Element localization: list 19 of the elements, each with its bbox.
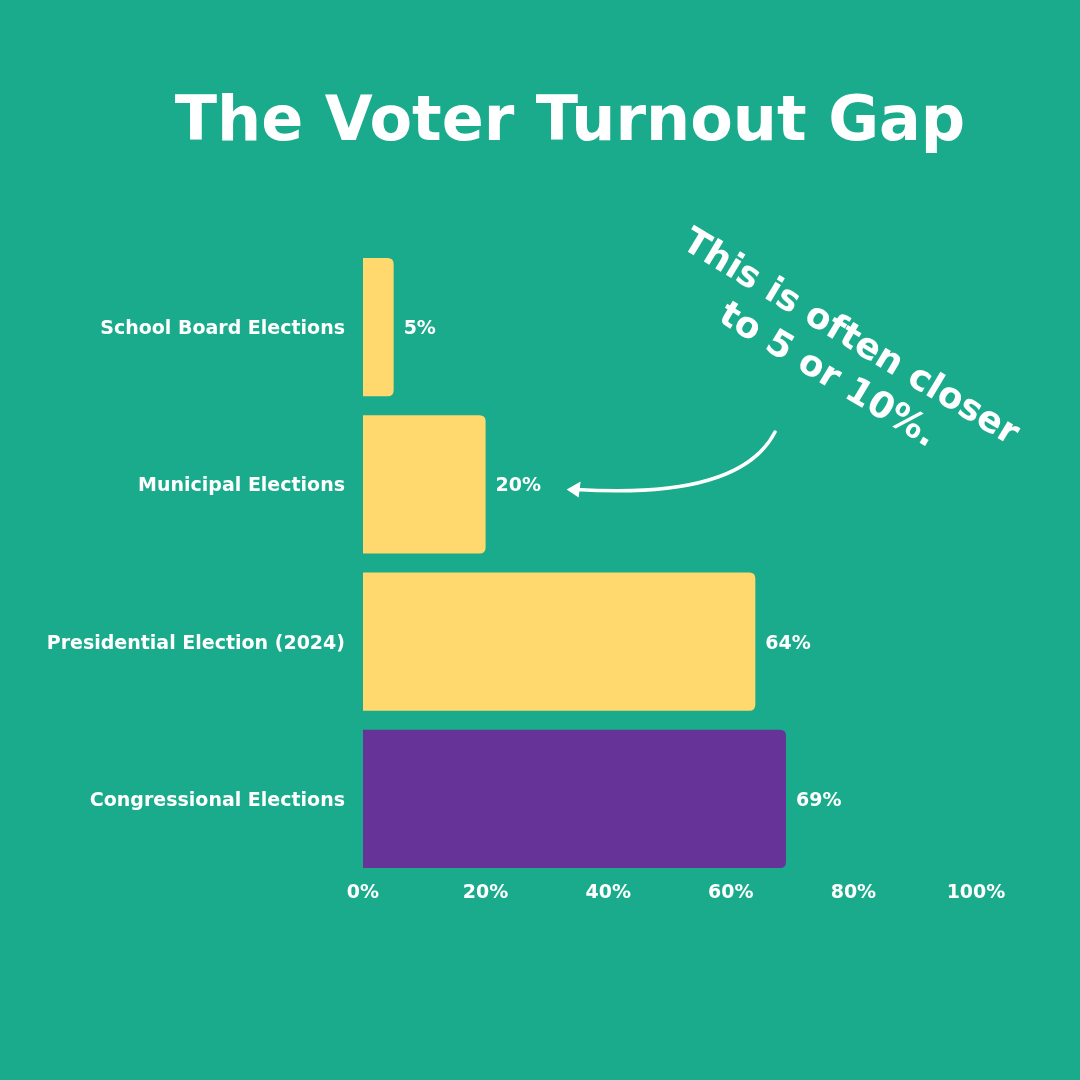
bar xyxy=(363,729,786,868)
x-tick-label: 100% xyxy=(946,880,1006,902)
y-tick-label: Presidential Election (2024) xyxy=(46,630,345,653)
bar xyxy=(363,572,756,711)
x-tick-label: 0% xyxy=(346,880,380,902)
y-tick-label: Municipal Elections xyxy=(138,473,345,496)
bar xyxy=(363,415,486,554)
y-tick-label: School Board Elections xyxy=(100,316,345,339)
chart-title: The Voter Turnout Gap xyxy=(174,82,966,155)
x-tick-label: 60% xyxy=(708,880,754,902)
x-tick-label: 20% xyxy=(462,880,509,902)
data-label: 69% xyxy=(795,787,842,810)
x-tick-label: 80% xyxy=(830,880,877,902)
bar xyxy=(363,258,394,397)
data-label: 64% xyxy=(765,630,811,653)
data-label: 5% xyxy=(403,316,436,339)
x-tick-label: 40% xyxy=(585,880,631,902)
y-tick-label: Congressional Elections xyxy=(89,787,345,810)
data-label: 20% xyxy=(495,473,542,496)
